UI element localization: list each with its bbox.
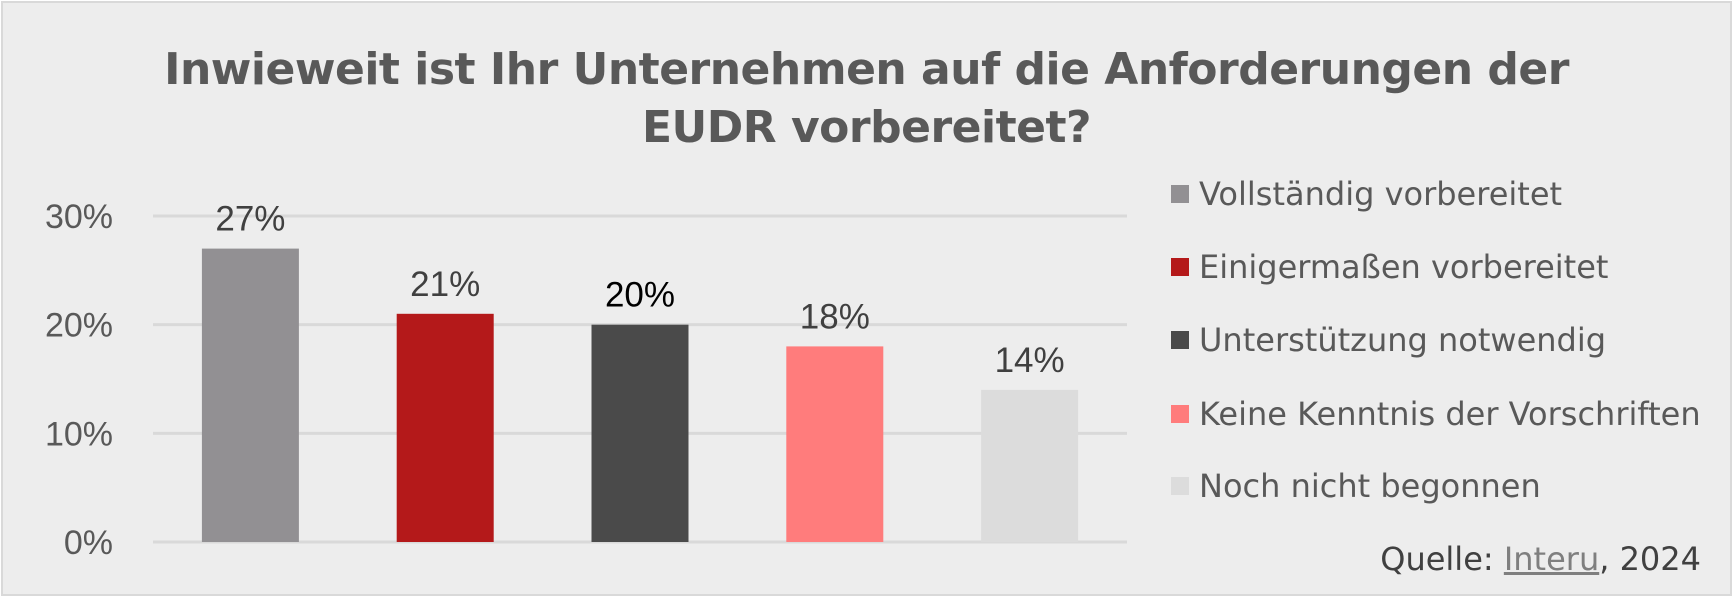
data-label: 14%	[995, 341, 1065, 380]
y-tick-label: 0%	[64, 524, 113, 562]
data-label: 20%	[605, 276, 675, 315]
data-label: 18%	[800, 297, 870, 336]
chart-title-line-1: Inwieweit ist Ihr Unternehmen auf die An…	[164, 44, 1569, 95]
legend-swatch	[1171, 477, 1189, 495]
legend-item: Einigermaßen vorbereitet	[1171, 247, 1608, 287]
legend-swatch	[1171, 331, 1189, 349]
legend-swatch	[1171, 258, 1189, 276]
bar	[981, 389, 1079, 542]
legend-item: Vollständig vorbereitet	[1171, 174, 1562, 214]
legend-item: Unterstützung notwendig	[1171, 320, 1606, 360]
y-tick-label: 20%	[45, 307, 113, 345]
bar	[396, 313, 494, 542]
source-note: Quelle: Interu, 2024	[1380, 540, 1701, 578]
legend-swatch	[1171, 185, 1189, 203]
bar	[201, 248, 299, 542]
bar	[786, 346, 884, 542]
data-label: 21%	[410, 265, 480, 304]
legend-label: Noch nicht begonnen	[1199, 467, 1541, 505]
legend-label: Keine Kenntnis der Vorschriften	[1199, 395, 1701, 433]
source-prefix: Quelle:	[1380, 540, 1504, 578]
legend-label: Einigermaßen vorbereitet	[1199, 248, 1609, 286]
chart-title-line-2: EUDR vorbereitet?	[641, 102, 1092, 153]
bar	[591, 324, 689, 542]
legend-label: Unterstützung notwendig	[1199, 321, 1607, 359]
y-tick-label: 10%	[45, 415, 113, 453]
legend-label: Vollständig vorbereitet	[1199, 175, 1563, 213]
data-label: 27%	[215, 200, 285, 239]
legend-item: Keine Kenntnis der Vorschriften	[1171, 394, 1701, 434]
source-suffix: , 2024	[1599, 540, 1701, 578]
source-link[interactable]: Interu	[1503, 540, 1600, 578]
legend-item: Noch nicht begonnen	[1171, 466, 1541, 506]
legend-swatch	[1171, 405, 1189, 423]
y-tick-label: 30%	[45, 198, 113, 236]
